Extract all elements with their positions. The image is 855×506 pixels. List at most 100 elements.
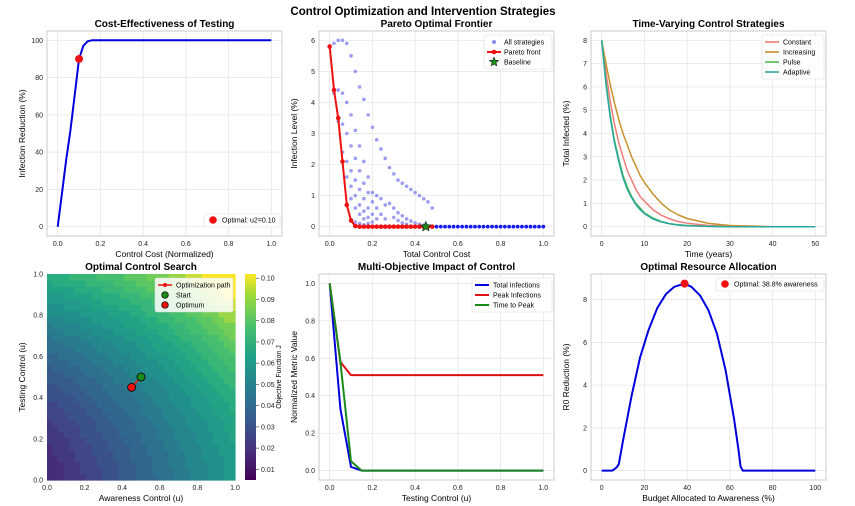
heatmap-cell xyxy=(135,413,141,420)
heatmap-cell xyxy=(53,292,59,299)
heatmap-cell xyxy=(113,444,119,451)
heatmap-cell xyxy=(75,304,81,311)
strategy-point xyxy=(435,225,439,229)
heatmap-cell xyxy=(119,359,125,366)
heatmap-cell xyxy=(124,274,130,281)
strategy-point xyxy=(379,147,383,151)
heatmap-cell xyxy=(53,310,59,317)
heatmap-cell xyxy=(47,310,53,317)
strategy-point xyxy=(336,39,340,43)
heatmap-cell xyxy=(158,365,164,372)
heatmap-cell xyxy=(135,310,141,317)
heatmap-cell xyxy=(158,474,164,481)
heatmap-cell xyxy=(97,322,103,329)
heatmap-cell xyxy=(64,462,70,469)
heatmap-cell xyxy=(213,462,219,469)
heatmap-cell xyxy=(152,347,158,354)
heatmap-cell xyxy=(64,432,70,439)
heatmap-cell xyxy=(58,286,64,293)
y-axis-label: Testing Control (u) xyxy=(17,342,27,412)
heatmap-cell xyxy=(47,419,53,426)
x-tick-label: 50 xyxy=(811,241,819,248)
y-tick-label: 0 xyxy=(39,224,43,231)
heatmap-cell xyxy=(102,310,108,317)
pareto-point xyxy=(357,224,362,229)
heatmap-cell xyxy=(147,322,153,329)
heatmap-cell xyxy=(180,413,186,420)
heatmap-cell xyxy=(69,389,75,396)
heatmap-cell xyxy=(64,456,70,463)
y-tick-label: 0.8 xyxy=(305,318,315,325)
heatmap-cell xyxy=(158,322,164,329)
heatmap-cell xyxy=(163,329,169,336)
legend-label: Total Infections xyxy=(493,283,540,290)
heatmap-cell xyxy=(180,425,186,432)
strategy-point xyxy=(332,42,336,46)
heatmap-cell xyxy=(218,359,224,366)
pareto-point xyxy=(349,218,354,223)
heatmap-cell xyxy=(152,365,158,372)
heatmap-cell xyxy=(119,462,125,469)
heatmap-cell xyxy=(229,341,235,348)
strategy-point xyxy=(452,225,456,229)
heatmap-cell xyxy=(196,462,202,469)
heatmap-cell xyxy=(207,456,213,463)
heatmap-cell xyxy=(80,280,86,287)
heatmap-cell xyxy=(91,438,97,445)
heatmap-cell xyxy=(224,347,230,354)
strategy-point xyxy=(524,225,528,229)
heatmap-cell xyxy=(80,389,86,396)
heatmap-cell xyxy=(196,425,202,432)
heatmap-cell xyxy=(108,432,114,439)
heatmap-cell xyxy=(91,316,97,323)
heatmap-cell xyxy=(180,468,186,475)
heatmap-cell xyxy=(147,444,153,451)
heatmap-cell xyxy=(196,389,202,396)
strategy-point xyxy=(371,200,375,204)
heatmap-cell xyxy=(108,383,114,390)
heatmap-cell xyxy=(108,316,114,323)
heatmap-cell xyxy=(169,353,175,360)
strategy-point xyxy=(354,129,358,133)
heatmap-cell xyxy=(191,474,197,481)
heatmap-cell xyxy=(69,365,75,372)
strategy-point xyxy=(341,91,345,95)
heatmap-cell xyxy=(213,322,219,329)
strategy-point xyxy=(482,225,486,229)
pareto-point xyxy=(366,224,371,229)
strategy-point xyxy=(379,212,383,216)
heatmap-cell xyxy=(75,347,81,354)
heatmap-cell xyxy=(185,353,191,360)
heatmap-cell xyxy=(102,438,108,445)
heatmap-cell xyxy=(174,383,180,390)
heatmap-cell xyxy=(86,413,92,420)
heatmap-cell xyxy=(213,468,219,475)
heatmap-cell xyxy=(218,389,224,396)
strategy-point xyxy=(409,219,413,223)
heatmap-cell xyxy=(124,286,130,293)
heatmap-cell xyxy=(124,371,130,378)
heatmap-cell xyxy=(141,401,147,408)
heatmap-cell xyxy=(185,432,191,439)
heatmap-cell xyxy=(108,444,114,451)
heatmap-cell xyxy=(47,353,53,360)
strategy-point xyxy=(396,178,400,182)
heatmap-cell xyxy=(152,444,158,451)
heatmap-cell xyxy=(213,432,219,439)
y-tick-label: 3 xyxy=(311,131,315,138)
heatmap-cell xyxy=(97,335,103,342)
heatmap-cell xyxy=(130,444,136,451)
heatmap-cell xyxy=(229,365,235,372)
heatmap-cell xyxy=(196,456,202,463)
heatmap-cell xyxy=(224,407,230,414)
chart-title: Cost-Effectiveness of Testing xyxy=(95,19,235,30)
heatmap-cell xyxy=(207,322,213,329)
heatmap-cell xyxy=(163,413,169,420)
heatmap-cell xyxy=(108,389,114,396)
heatmap-cell xyxy=(102,389,108,396)
heatmap-cell xyxy=(102,347,108,354)
heatmap-cell xyxy=(64,401,70,408)
heatmap-cell xyxy=(119,468,125,475)
heatmap-cell xyxy=(86,395,92,402)
heatmap-cell xyxy=(135,329,141,336)
